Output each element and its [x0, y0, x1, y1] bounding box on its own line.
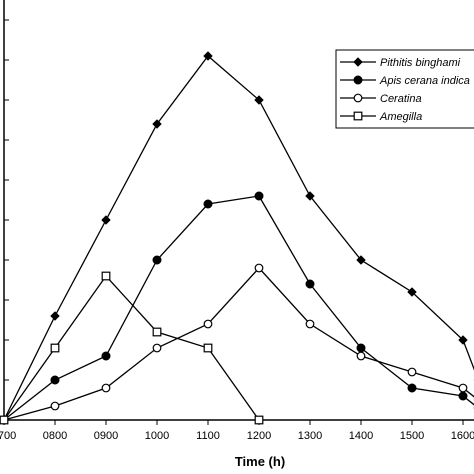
data-point [356, 343, 366, 353]
data-point [356, 255, 366, 265]
data-point [254, 95, 264, 105]
data-point [203, 51, 213, 61]
series-line-3 [3, 274, 260, 421]
x-tick-label: 0900 [94, 430, 118, 442]
data-point [254, 415, 264, 425]
x-tick-label: 0700 [0, 430, 16, 442]
series-markers [0, 51, 474, 425]
data-point [50, 343, 60, 353]
data-point [353, 93, 363, 103]
data-point [50, 311, 60, 321]
legend-label: Ceratina [380, 93, 422, 105]
data-point [458, 383, 468, 393]
legend-label: Pithitis binghami [380, 57, 461, 69]
data-point [407, 367, 417, 377]
data-point [50, 401, 60, 411]
data-point [50, 375, 60, 385]
data-point [254, 263, 264, 273]
x-tick-label: 1300 [298, 430, 322, 442]
data-point [152, 255, 162, 265]
x-tick-label: 0800 [43, 430, 67, 442]
data-point [458, 391, 468, 401]
data-point [305, 191, 315, 201]
legend: Pithitis binghami Apis cerana indica Cerat… [335, 49, 474, 129]
x-tick-label: 1000 [145, 430, 169, 442]
x-tick-label: 1100 [196, 430, 220, 442]
data-point [203, 199, 213, 209]
data-point [353, 111, 363, 121]
axes: 0700 0800 0900 1000 1100 1200 1300 1400 1500 1600 [0, 0, 474, 442]
data-point [0, 415, 9, 425]
series-line-1 [3, 195, 474, 421]
data-point [101, 215, 111, 225]
data-point [356, 351, 366, 361]
data-point [101, 351, 111, 361]
data-point [353, 75, 363, 85]
data-point [101, 271, 111, 281]
x-tick-label: 1400 [349, 430, 373, 442]
data-point [203, 319, 213, 329]
data-point [407, 287, 417, 297]
data-point [203, 343, 213, 353]
x-axis-title: Time (h) [235, 454, 285, 469]
legend-label: Amegilla [379, 111, 422, 123]
data-point [152, 343, 162, 353]
data-point [101, 383, 111, 393]
legend-label: Apis cerana indica [379, 75, 470, 87]
x-tick-label: 1600 [451, 430, 474, 442]
data-point [152, 327, 162, 337]
data-point [254, 191, 264, 201]
data-point [305, 319, 315, 329]
data-point [407, 383, 417, 393]
x-tick-label: 1500 [400, 430, 424, 442]
data-point [458, 335, 468, 345]
data-point [305, 279, 315, 289]
x-tick-label: 1200 [247, 430, 271, 442]
data-point [353, 57, 363, 67]
series-line-2 [3, 267, 474, 421]
data-point [152, 119, 162, 129]
